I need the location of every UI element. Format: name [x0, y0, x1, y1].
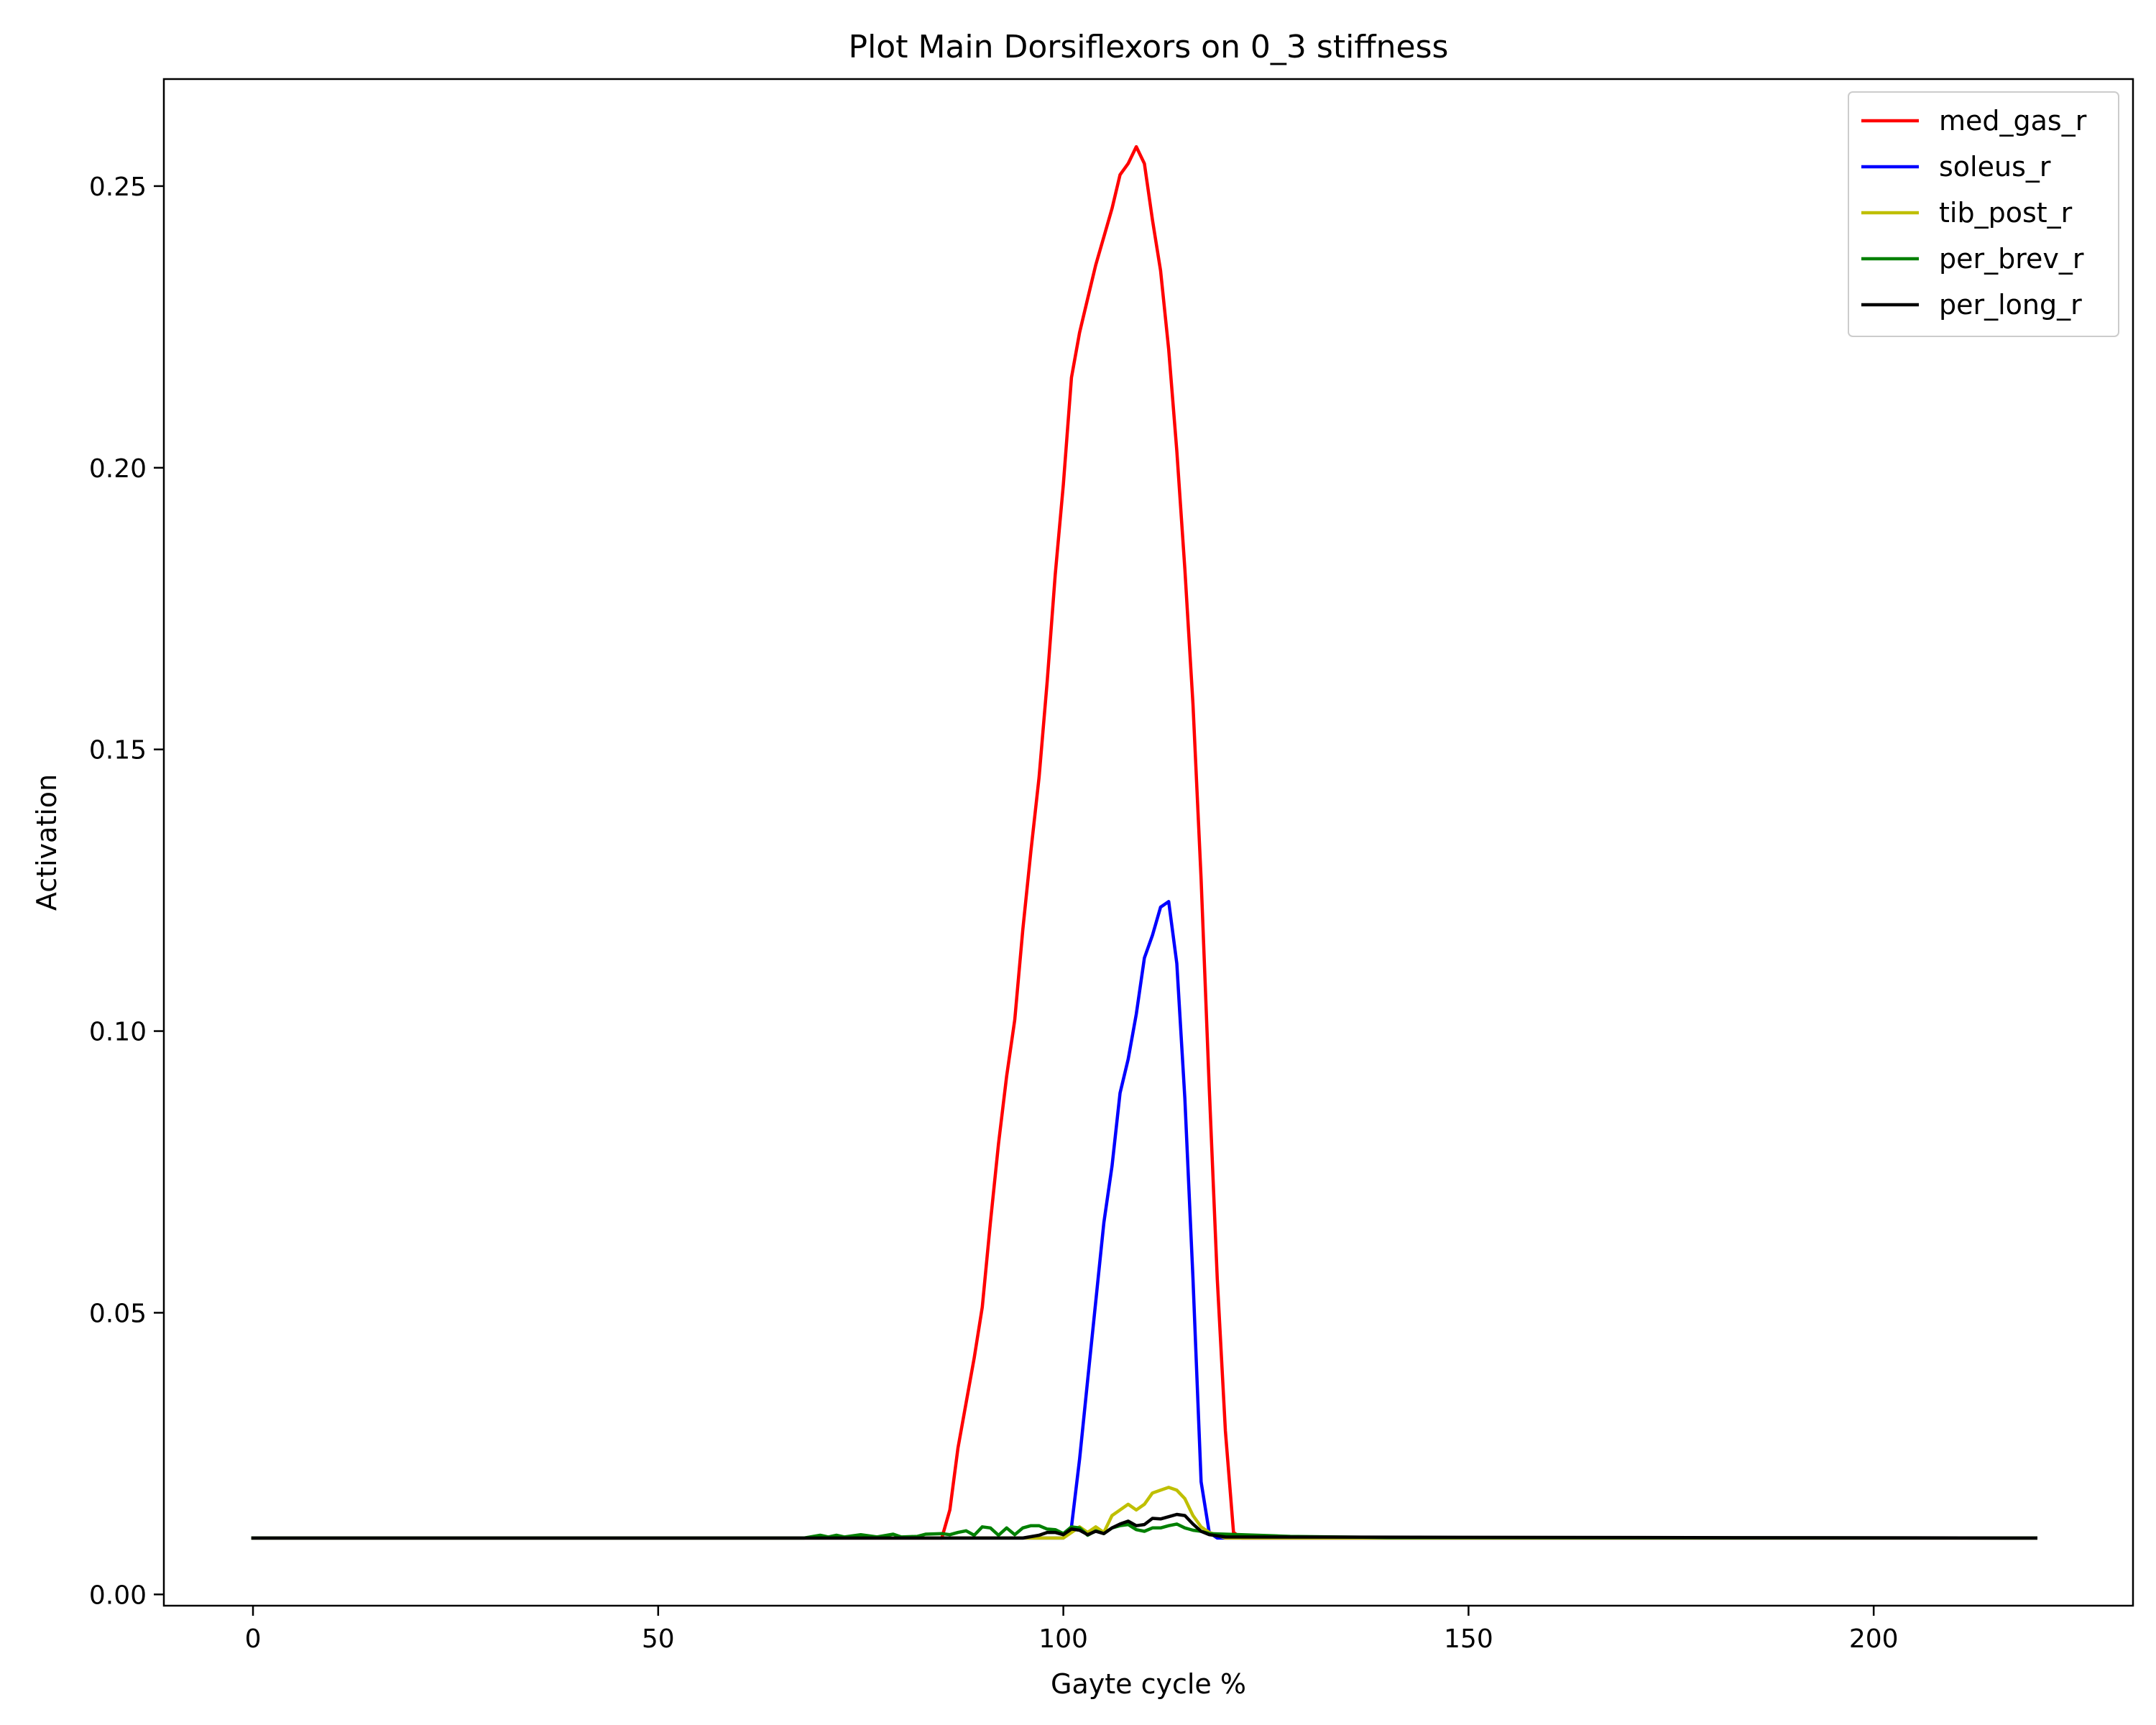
series-line-soleus-r	[251, 900, 2037, 1540]
x-tick-label: 50	[642, 1624, 675, 1654]
plot-area-frame	[162, 78, 2134, 1607]
y-axis-label: Activation	[31, 774, 63, 911]
legend-label: tib_post_r	[1939, 197, 2073, 229]
legend-label: soleus_r	[1939, 151, 2051, 183]
y-tick-label: 0.10	[89, 1018, 147, 1047]
x-tick-label: 150	[1444, 1624, 1493, 1654]
legend-label: per_long_r	[1939, 289, 2082, 321]
y-tick-label: 0.00	[89, 1581, 147, 1610]
legend: med_gas_r soleus_r tib_post_r per_brev_rper…	[1848, 91, 2119, 337]
y-tick-label: 0.15	[89, 736, 147, 765]
y-axis-ticks: 0.00 0.05 0.10 0.15 0.20 0.25	[89, 172, 164, 1610]
x-tick-label: 100	[1038, 1624, 1088, 1654]
x-axis-label: Gayte cycle %	[1051, 1668, 1246, 1700]
legend-box	[1848, 91, 2119, 337]
x-tick-label: 0	[245, 1624, 262, 1654]
series-line-per-long-r	[251, 1512, 2037, 1540]
legend-label: per_brev_r	[1939, 243, 2084, 275]
x-axis-ticks: 0 50 100 150 200	[245, 1606, 1899, 1654]
series-line-med-gas-r	[251, 144, 2037, 1540]
plot-series	[251, 144, 2037, 1540]
y-tick-label: 0.25	[89, 172, 147, 202]
legend-label: med_gas_r	[1939, 105, 2087, 137]
chart-title: Plot Main Dorsiflexors on 0_3 stiffness	[849, 29, 1449, 65]
series-line-per-brev-r	[251, 1522, 2037, 1540]
y-tick-label: 0.05	[89, 1299, 147, 1328]
y-tick-label: 0.20	[89, 454, 147, 484]
x-tick-label: 200	[1849, 1624, 1899, 1654]
